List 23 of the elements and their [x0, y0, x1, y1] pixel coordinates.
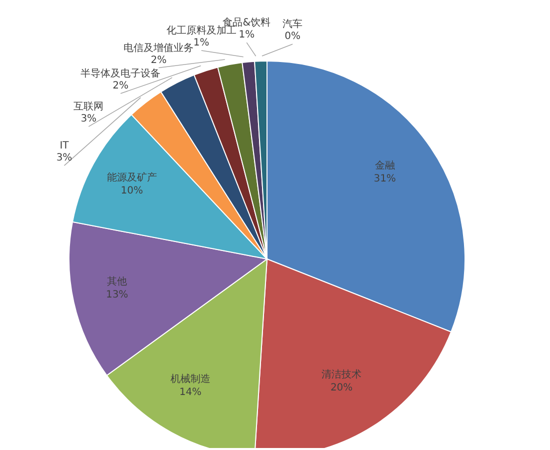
- data-label: 31%: [374, 174, 396, 185]
- slice-label: 清洁技术: [322, 368, 362, 380]
- data-label: 2%: [112, 80, 129, 92]
- slice-label: 其他: [107, 275, 128, 288]
- category-label: 汽车: [282, 19, 303, 30]
- data-label: 1%: [238, 30, 255, 41]
- text: 0%: [284, 31, 301, 42]
- data-label: 13%: [106, 289, 128, 300]
- slice-label: 金融: [374, 160, 395, 172]
- slice-label: 化工原料及加工: [166, 24, 236, 37]
- data-label: 20%: [330, 382, 353, 394]
- slice-label: IT: [60, 140, 70, 152]
- slice-label: 机械制造: [170, 373, 210, 386]
- slice-label: 半导体及电子设备: [80, 67, 161, 80]
- slice-label: 能源及矿产: [106, 171, 157, 184]
- data-label: 10%: [120, 185, 143, 196]
- data-label: 2%: [150, 54, 167, 66]
- data-label: 3%: [80, 114, 97, 125]
- data-label: 1%: [193, 38, 210, 49]
- slice-label: 互联网: [74, 100, 104, 113]
- slice-label: 电信及增值业务: [124, 42, 194, 54]
- data-label: 14%: [179, 387, 202, 398]
- data-label: 3%: [56, 152, 72, 164]
